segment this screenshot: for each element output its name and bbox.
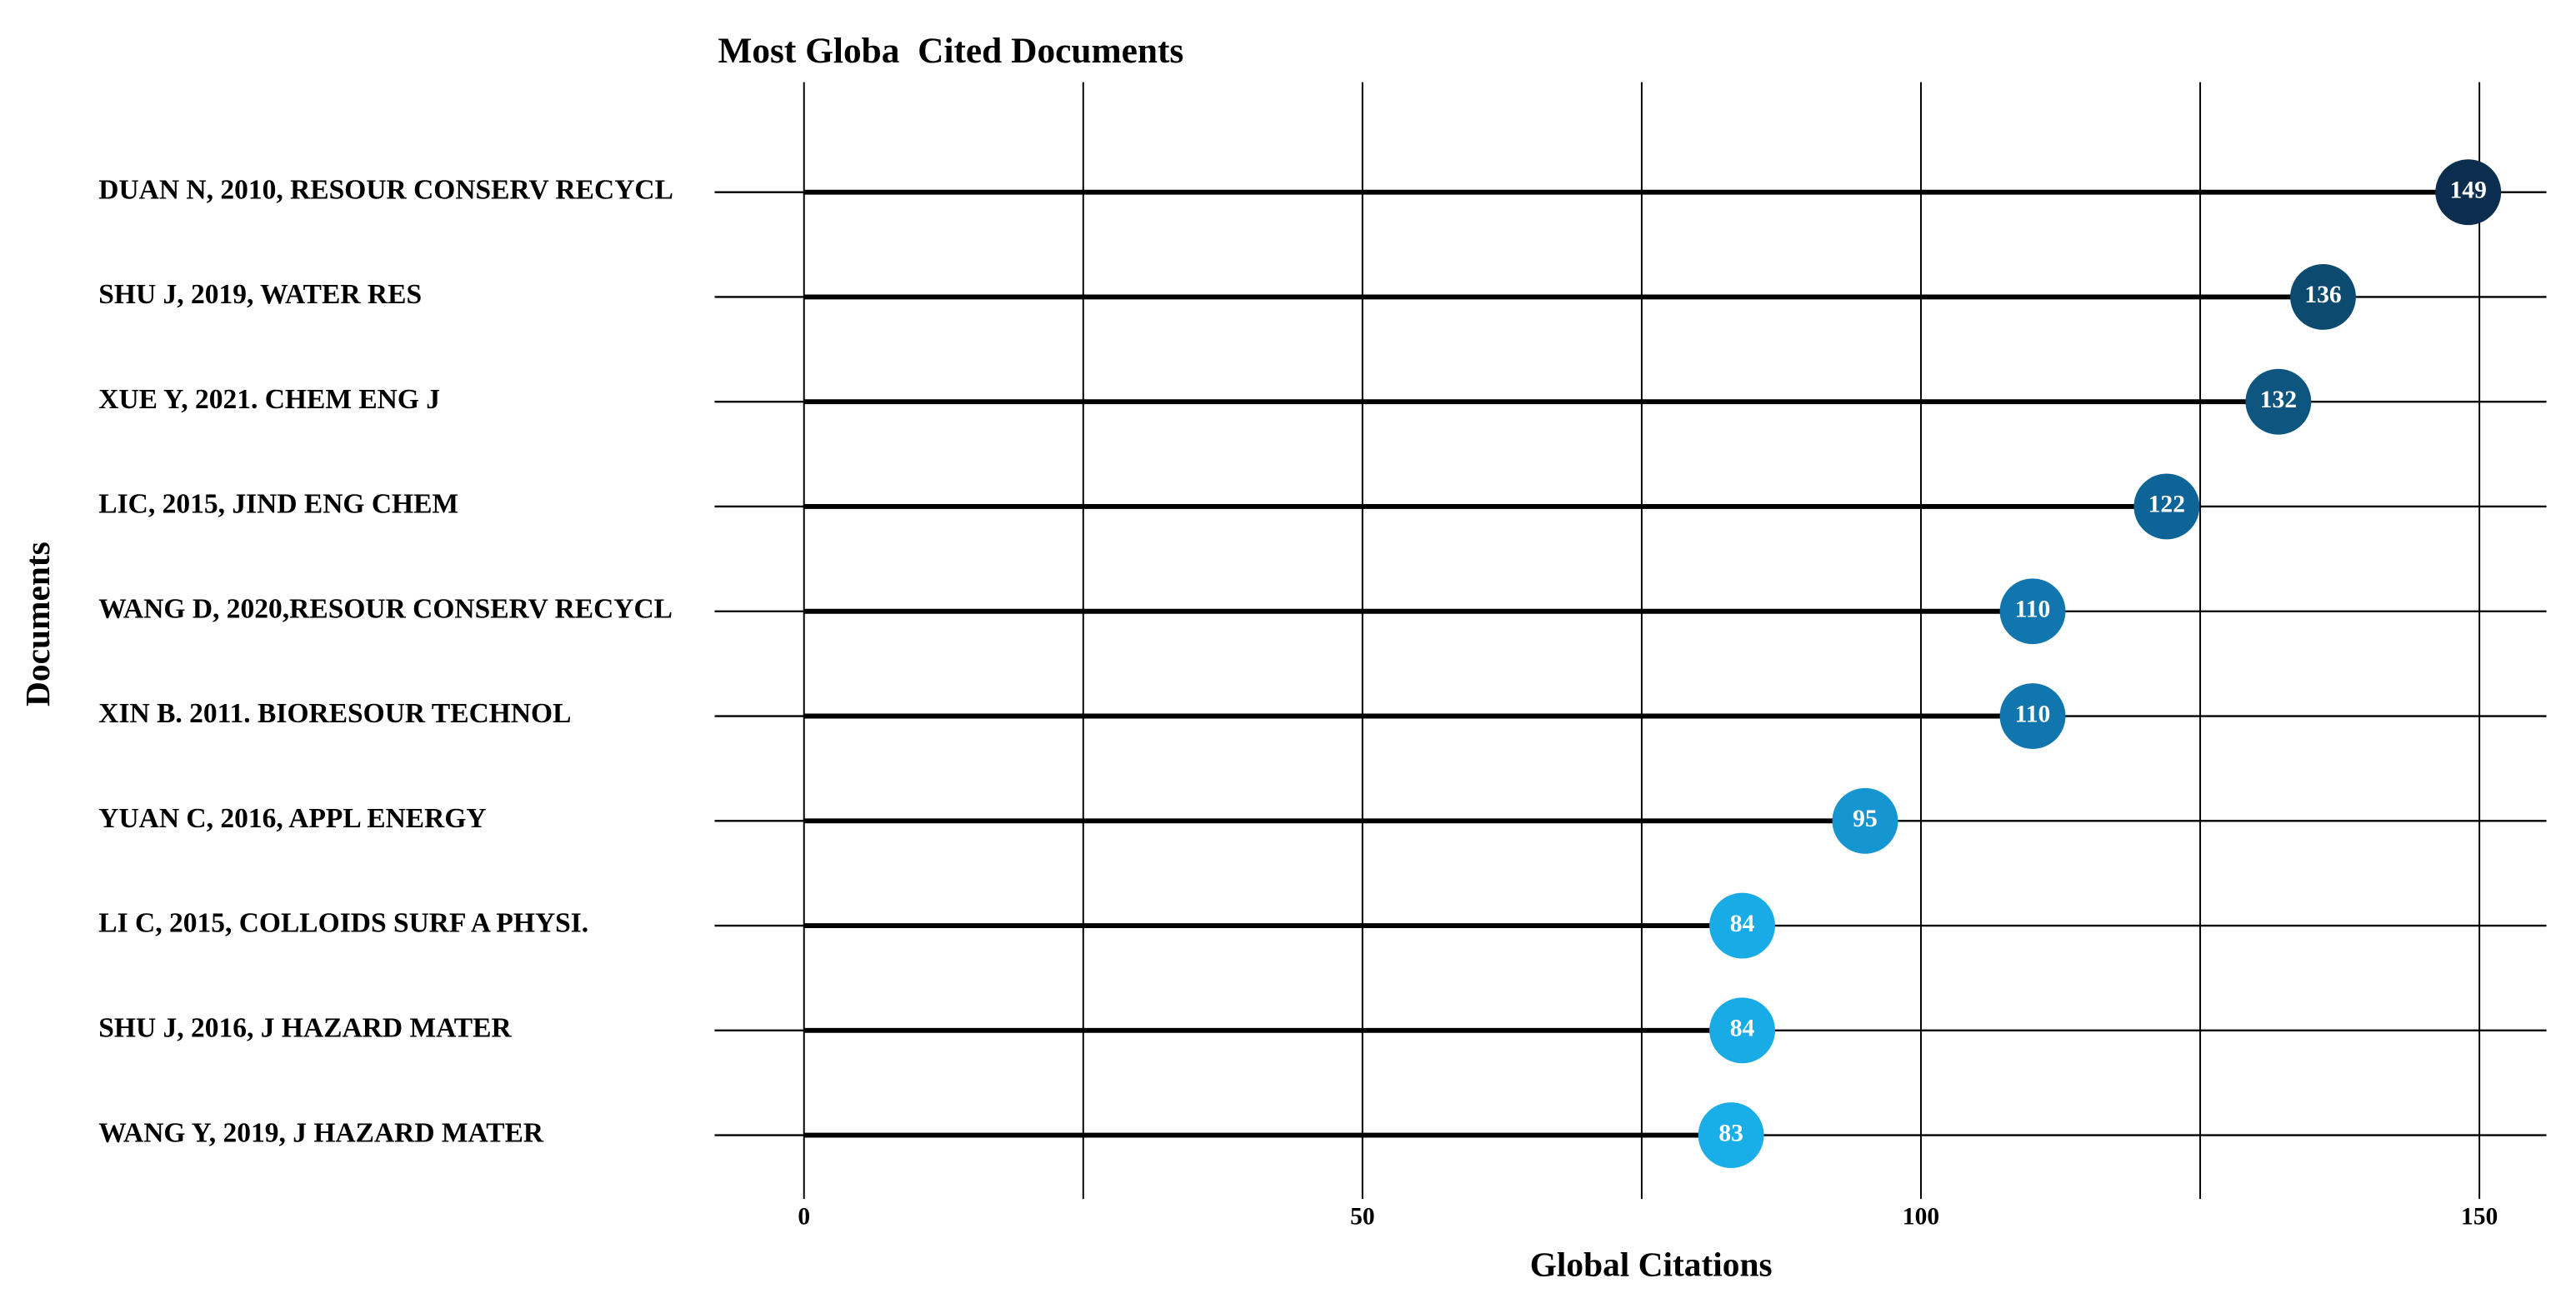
dot: [2133, 473, 2200, 540]
dot: [2290, 264, 2356, 330]
data-label: 83: [1718, 1120, 1743, 1146]
data-label: 136: [2304, 282, 2341, 308]
x-tick-label: 50: [1350, 1204, 1375, 1231]
y-tick-label: YUAN C, 2016, APPL ENERGY: [98, 803, 486, 834]
y-tick-label: WANG D, 2020,RESOUR CONSERV RECYCL: [98, 593, 673, 624]
chart-title: Most Globa Cited Documents: [718, 31, 1183, 71]
y-tick-label: WANG Y, 2019, J HAZARD MATER: [98, 1117, 544, 1148]
dot: [2435, 159, 2502, 226]
x-axis-title: Global Citations: [1530, 1245, 1773, 1283]
dot: [1999, 683, 2066, 749]
dot: [1832, 787, 1898, 854]
x-tick-label: 100: [1903, 1204, 1939, 1231]
data-label: 132: [2260, 387, 2297, 413]
data-label: 149: [2450, 177, 2487, 203]
dot: [1698, 1102, 1764, 1169]
x-tick-label: 0: [798, 1204, 810, 1231]
y-tick-label: LIC, 2015, JIND ENG CHEM: [98, 489, 458, 520]
y-tick-label: XIN B. 2011. BIORESOUR TECHNOL: [98, 698, 571, 729]
data-label: 95: [1853, 806, 1878, 832]
dot: [1709, 997, 1775, 1064]
data-label: 122: [2148, 492, 2185, 518]
data-label: 84: [1730, 1016, 1755, 1042]
y-tick-label: SHU J, 2016, J HAZARD MATER: [98, 1013, 512, 1044]
y-tick-label: LI C, 2015, COLLOIDS SURF A PHYSI.: [98, 908, 588, 939]
data-label: 110: [2015, 597, 2051, 623]
dot: [1709, 892, 1775, 959]
data-label: 84: [1730, 911, 1755, 937]
dot: [2245, 368, 2312, 435]
dot: [1999, 578, 2066, 645]
y-axis-title: Documents: [18, 542, 57, 706]
y-tick-label: DUAN N, 2010, RESOUR CONSERV RECYCL: [98, 174, 673, 205]
data-label: 110: [2015, 701, 2051, 727]
y-tick-label: XUE Y, 2021. CHEM ENG J: [98, 384, 440, 415]
x-tick-label: 150: [2461, 1204, 2498, 1231]
y-tick-label: SHU J, 2019, WATER RES: [98, 279, 422, 310]
